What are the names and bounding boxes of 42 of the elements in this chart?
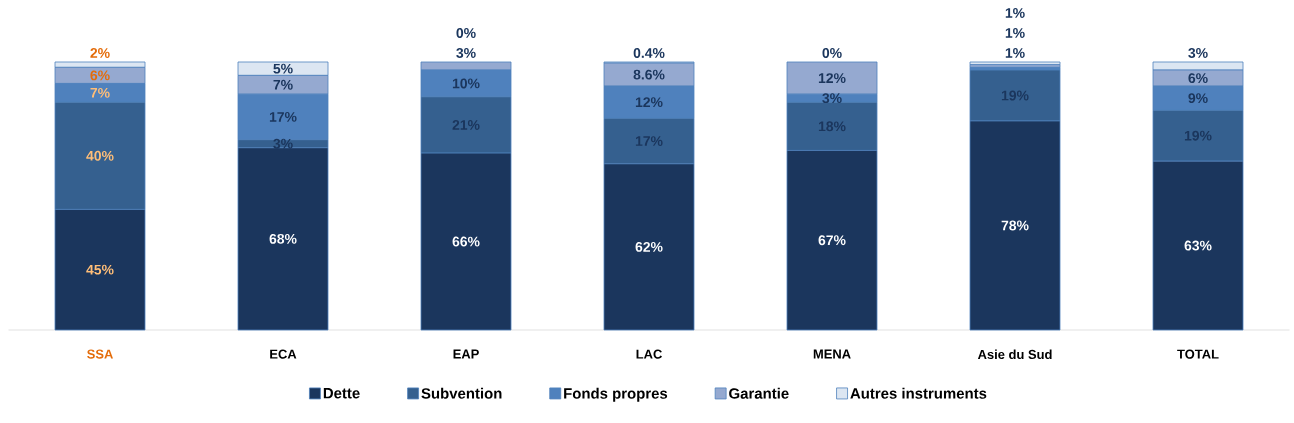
data-label: 17% xyxy=(269,112,297,122)
x-tick-label: TOTAL xyxy=(1177,349,1219,359)
data-label: 9% xyxy=(1188,93,1208,104)
data-label: 3% xyxy=(273,138,293,149)
data-label: 1% xyxy=(1005,28,1025,38)
data-label: 0.4% xyxy=(633,48,665,58)
data-label: 12% xyxy=(818,73,846,83)
data-label: 3% xyxy=(822,93,842,104)
data-label: 67% xyxy=(818,235,846,246)
data-label: 3% xyxy=(456,48,476,58)
data-label: 7% xyxy=(90,87,110,98)
data-label: 6% xyxy=(1188,73,1208,84)
data-label: 7% xyxy=(273,79,293,90)
legend-label: Fonds propres xyxy=(564,387,668,402)
legend-label: Garantie xyxy=(729,387,789,399)
x-tick-label: SSA xyxy=(87,349,113,359)
data-label: 68% xyxy=(269,233,297,244)
data-label: 10% xyxy=(452,78,480,89)
data-label: 78% xyxy=(1001,220,1029,231)
data-label: 0% xyxy=(822,48,842,58)
data-label: 45% xyxy=(86,264,114,275)
data-label: 2% xyxy=(90,48,110,58)
data-label: 6% xyxy=(90,70,110,81)
data-label: 66% xyxy=(452,236,480,247)
legend-label: Autres instruments xyxy=(850,387,987,399)
data-label: 5% xyxy=(273,63,293,74)
x-tick-label: MENA xyxy=(813,349,851,359)
data-label: 1% xyxy=(1005,48,1025,58)
data-label: 63% xyxy=(1184,240,1212,251)
data-label: 62% xyxy=(635,241,663,252)
data-label: 8.6% xyxy=(633,69,665,80)
x-tick-label: Asie du Sud xyxy=(977,349,1052,360)
legend-label: Subvention xyxy=(421,387,502,399)
legend-label: Dette xyxy=(323,388,360,399)
x-tick-label: ECA xyxy=(270,349,297,359)
data-label: 1% xyxy=(1005,8,1025,18)
x-tick-label: LAC xyxy=(636,349,662,359)
data-label: 0% xyxy=(456,28,476,38)
x-tick-label: EAP xyxy=(453,349,479,359)
data-label: 40% xyxy=(86,150,114,161)
data-label: 12% xyxy=(635,97,663,108)
data-label: 3% xyxy=(1188,48,1208,58)
